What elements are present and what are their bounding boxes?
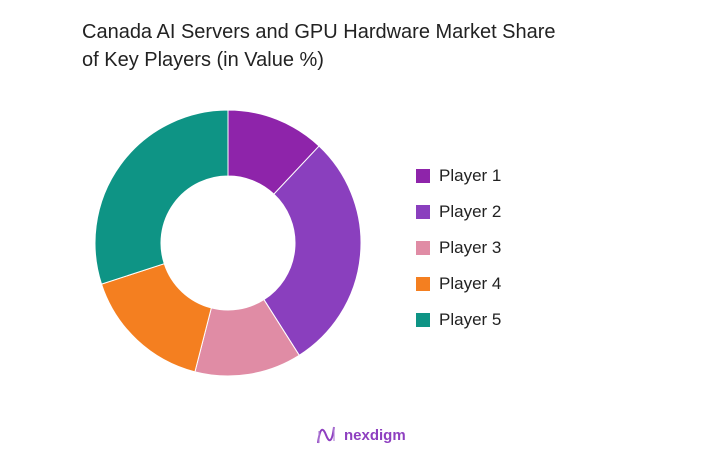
legend-item-5: Player 5 bbox=[416, 302, 501, 338]
legend-swatch bbox=[416, 205, 430, 219]
legend-label: Player 1 bbox=[439, 166, 502, 185]
legend-item-3: Player 3 bbox=[416, 230, 501, 266]
legend-label: Player 5 bbox=[439, 310, 502, 329]
legend-item-4: Player 4 bbox=[416, 266, 501, 302]
legend-label: Player 3 bbox=[439, 238, 502, 257]
nexdigm-logo-icon bbox=[317, 426, 335, 444]
legend-label: Player 4 bbox=[439, 274, 502, 293]
legend-item-2: Player 2 bbox=[416, 194, 501, 230]
donut-slice-5 bbox=[94, 109, 229, 285]
donut-slice-4 bbox=[100, 263, 212, 373]
legend-item-1: Player 1 bbox=[416, 158, 501, 194]
nexdigm-logo: nexdigm bbox=[316, 425, 406, 445]
legend-swatch bbox=[416, 169, 430, 183]
logo-text: nexdigm bbox=[344, 426, 406, 444]
chart-title: Canada AI Servers and GPU Hardware Marke… bbox=[82, 18, 642, 74]
legend-swatch bbox=[416, 313, 430, 327]
legend-label: Player 2 bbox=[439, 202, 502, 221]
legend-swatch bbox=[416, 277, 430, 291]
donut-slice-2 bbox=[263, 145, 362, 356]
legend: Player 1 Player 2 Player 3 Player 4 Player 5 bbox=[416, 158, 501, 338]
chart-title-line-1: Canada AI Servers and GPU Hardware Marke… bbox=[82, 21, 556, 43]
chart-title-line-2: of Key Players (in Value %) bbox=[82, 49, 324, 71]
legend-swatch bbox=[416, 241, 430, 255]
